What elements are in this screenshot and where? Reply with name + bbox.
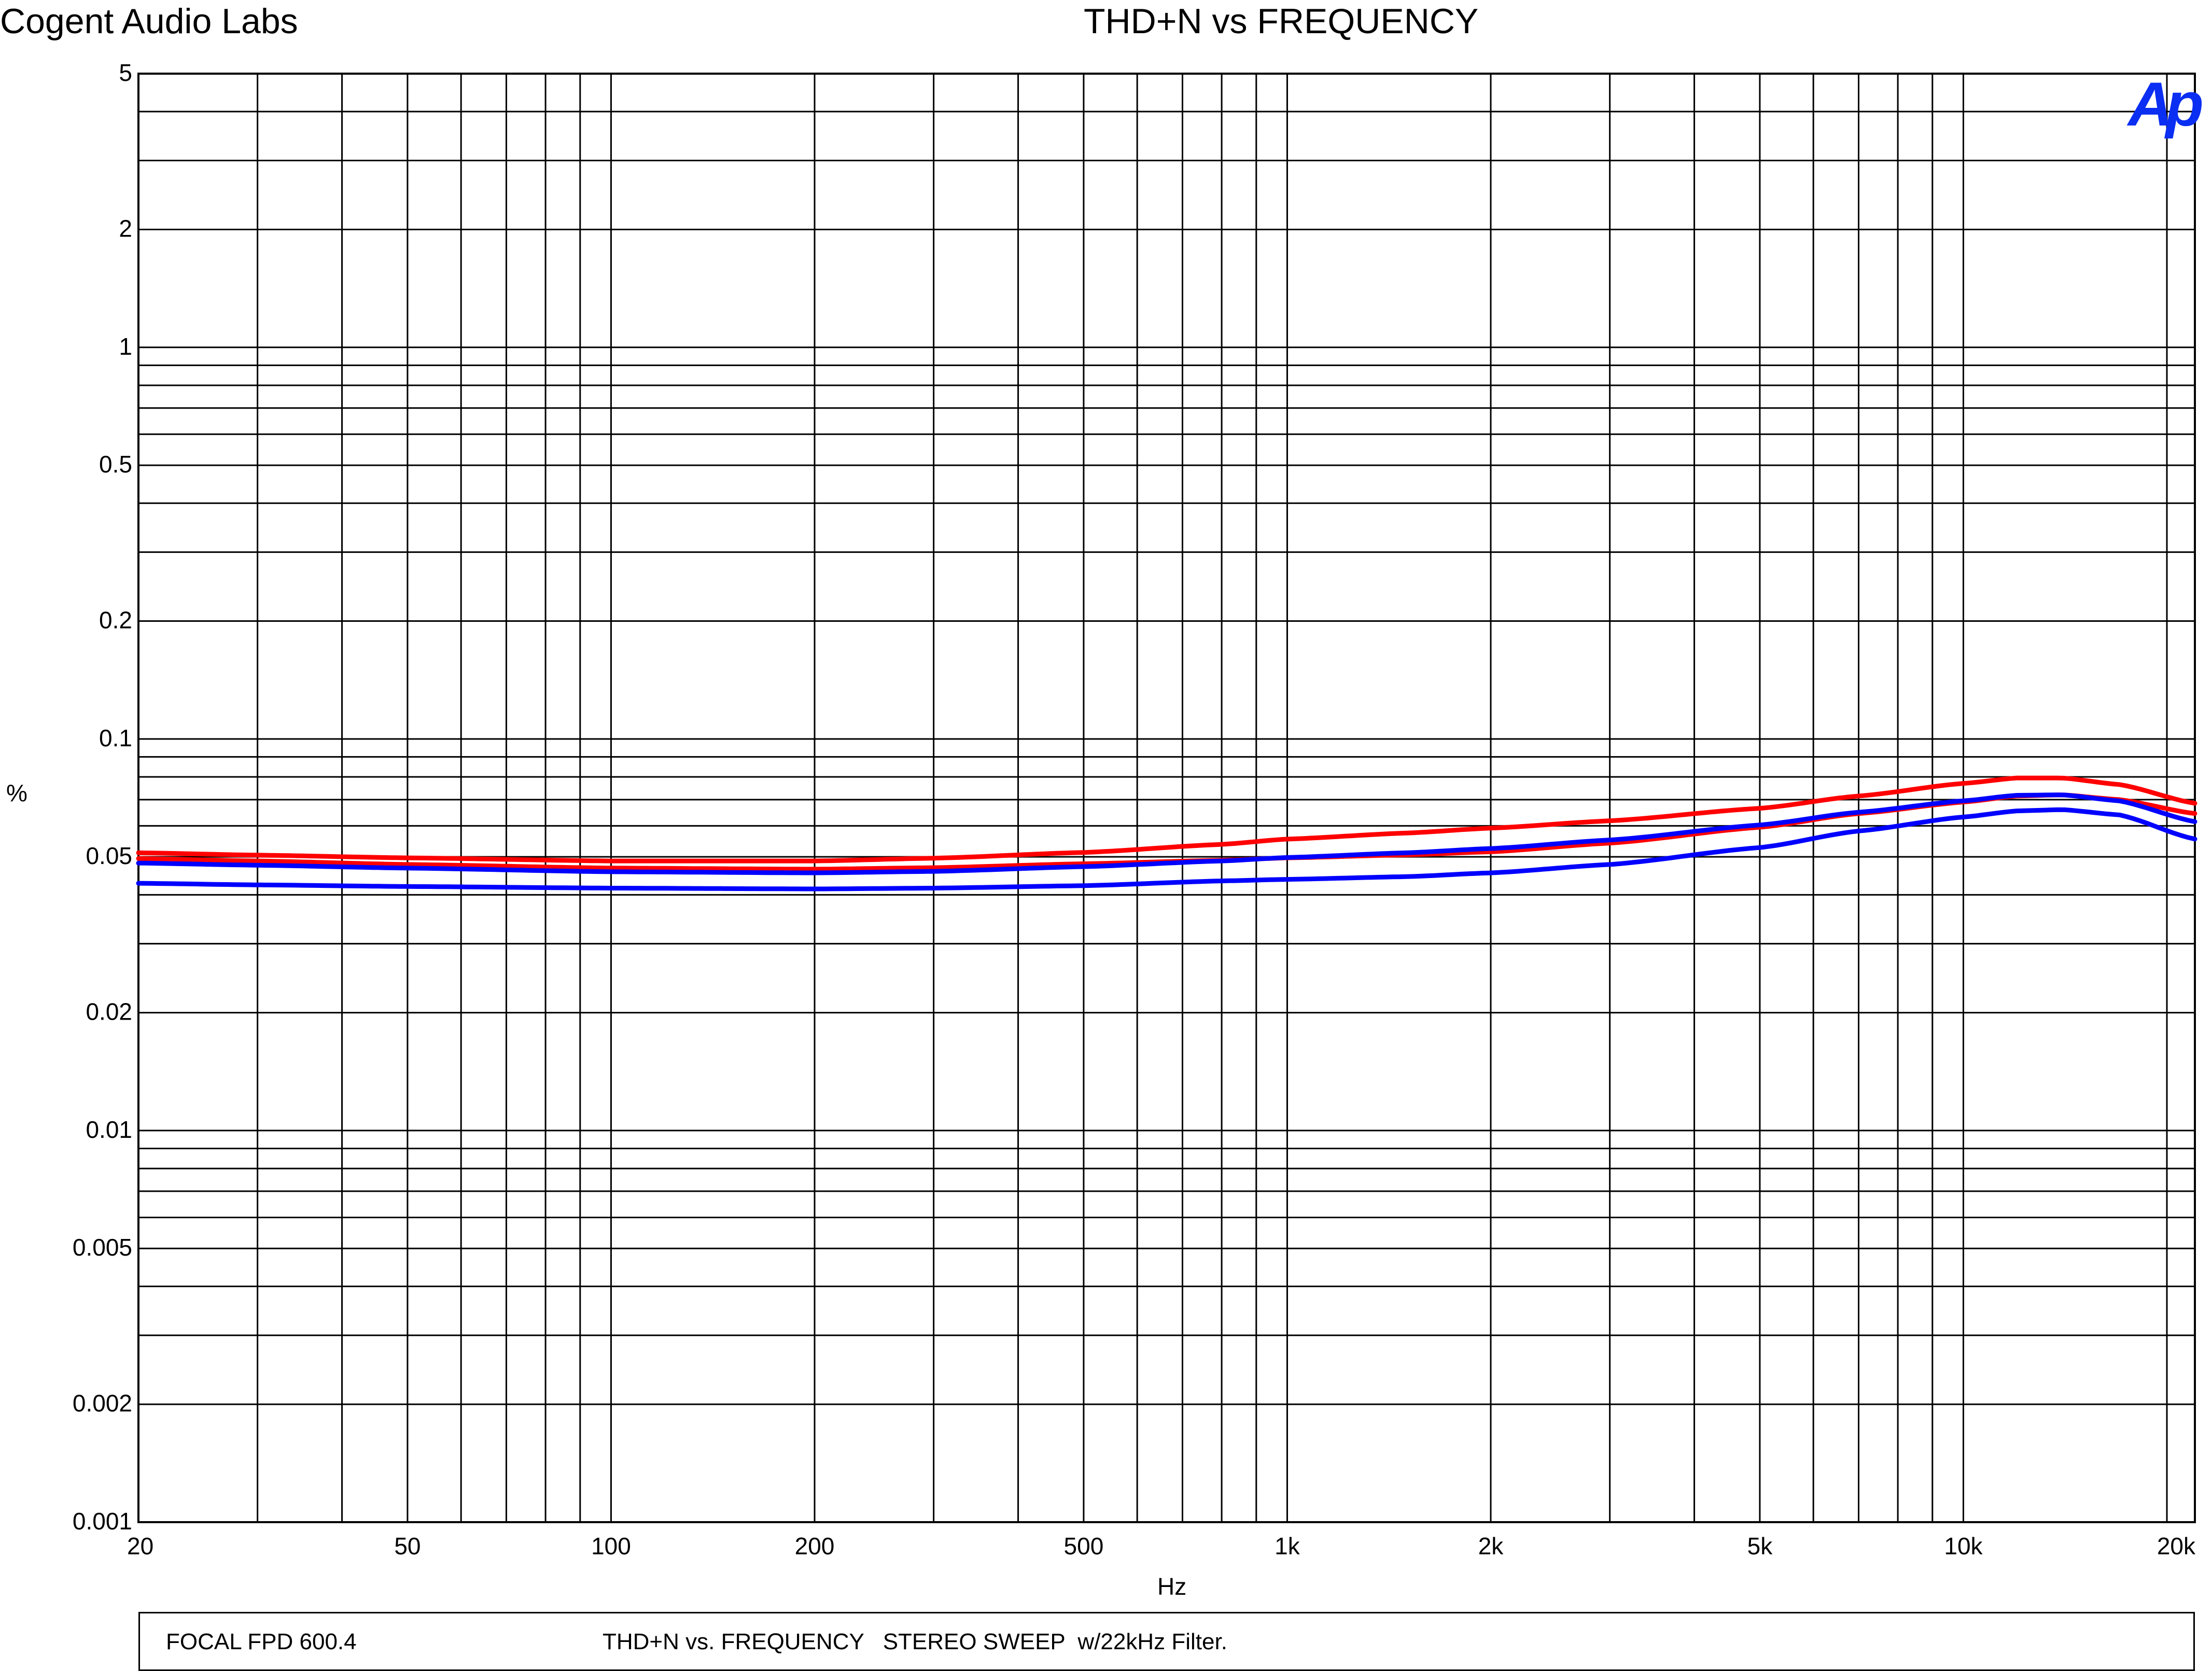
y-tick-label: 0.05	[86, 842, 132, 869]
x-tick-label: 200	[795, 1533, 835, 1559]
footer-description: THD+N vs. FREQUENCY STEREO SWEEP w/22kHz…	[603, 1629, 1227, 1654]
y-axis-label: %	[6, 779, 27, 806]
series-line-4	[136, 807, 2197, 892]
y-tick-label: 5	[119, 59, 132, 86]
y-tick-label: 0.001	[73, 1508, 132, 1535]
y-tick-label: 0.2	[99, 607, 132, 634]
company-name: Cogent Audio Labs	[0, 2, 298, 41]
series-line-3	[136, 792, 2197, 875]
chart-tick-labels: 20 50 100 200 500 1k 2k 5k 10k 20k 5 2 1 0.5 0.2 0.1 0.0…	[73, 59, 2196, 1559]
chart-grid	[137, 73, 2196, 1523]
x-tick-label: 500	[1064, 1533, 1104, 1559]
y-tick-label: 0.01	[86, 1116, 132, 1143]
x-tick-label: 20k	[2157, 1533, 2196, 1559]
y-tick-label: 1	[119, 333, 132, 360]
y-tick-label: 0.1	[99, 725, 132, 751]
plot-frame	[137, 73, 2196, 1523]
y-tick-label: 0.005	[73, 1234, 132, 1261]
y-tick-label: 0.002	[73, 1390, 132, 1417]
chart-series	[136, 775, 2197, 892]
chart-title: THD+N vs FREQUENCY	[1084, 2, 1479, 41]
x-axis-label: Hz	[1157, 1573, 1187, 1600]
ap-logo: Ap	[2128, 69, 2204, 139]
y-tick-label: 2	[119, 215, 132, 242]
y-tick-label: 0.5	[99, 451, 132, 478]
footer-caption-box: FOCAL FPD 600.4 THD+N vs. FREQUENCY STER…	[138, 1612, 2195, 1671]
x-tick-label: 100	[591, 1533, 631, 1559]
x-tick-label: 20	[127, 1533, 153, 1559]
x-tick-label: 2k	[1478, 1533, 1504, 1559]
footer-device-name: FOCAL FPD 600.4	[166, 1629, 357, 1654]
series-line-1	[136, 775, 2197, 864]
x-tick-label: 50	[394, 1533, 421, 1559]
x-tick-label: 1k	[1275, 1533, 1300, 1559]
x-tick-label: 10k	[1944, 1533, 1983, 1559]
x-tick-label: 5k	[1747, 1533, 1773, 1559]
y-tick-label: 0.02	[86, 998, 132, 1025]
